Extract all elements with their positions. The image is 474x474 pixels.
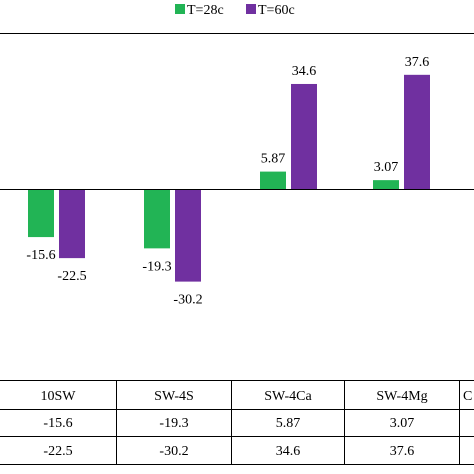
legend-label-t60: T=60c [258, 3, 295, 18]
data-label-s2-sw-4s: -30.2 [173, 293, 202, 308]
table-cell-s1-sw-4mg: 3.07 [390, 416, 415, 431]
bar-s1-sw-4mg [373, 180, 399, 190]
legend: T=28c T=60c [175, 3, 295, 18]
table-cell-s1-sw-4s: -19.3 [159, 416, 188, 431]
bars-group [28, 74, 430, 282]
table-header-truncated: C [463, 389, 472, 404]
bar-s2-sw-4ca [291, 83, 317, 190]
bar-s1-sw-4s [144, 189, 170, 249]
data-labels-group: -15.6 -19.3 5.87 3.07 -22.5 -30.2 34.6 37.6 [26, 55, 429, 308]
data-label-s1-sw-4s: -19.3 [142, 259, 171, 274]
data-label-s2-sw-4mg: 37.6 [405, 55, 430, 70]
legend-label-t28: T=28c [187, 3, 224, 18]
data-label-s1-10sw: -15.6 [26, 248, 55, 263]
table-cell-s2-10sw: -22.5 [43, 444, 72, 459]
legend-swatch-t60 [246, 4, 256, 14]
table-cells: 10SW SW-4S SW-4Ca SW-4Mg C -15.6 -19.3 5.87 3.07… [41, 389, 473, 459]
table-cell-s1-10sw: -15.6 [43, 416, 72, 431]
data-label-s2-10sw: -22.5 [57, 269, 86, 284]
table-header-sw-4s: SW-4S [154, 389, 194, 404]
data-table: 10SW SW-4S SW-4Ca SW-4Mg C -15.6 -19.3 5.87 3.07… [0, 380, 474, 465]
bar-s2-sw-4s [175, 189, 201, 282]
bar-s1-sw-4ca [260, 171, 286, 190]
legend-swatch-t28 [175, 4, 185, 14]
table-cell-s1-sw-4ca: 5.87 [276, 416, 301, 431]
data-label-s2-sw-4ca: 34.6 [292, 64, 317, 79]
table-header-sw-4mg: SW-4Mg [376, 389, 427, 404]
table-header-10sw: 10SW [41, 389, 77, 404]
table-cell-s2-sw-4mg: 37.6 [390, 444, 415, 459]
bar-s1-10sw [28, 189, 54, 238]
bar-s2-sw-4mg [404, 74, 430, 190]
bar-s2-10sw [59, 189, 85, 259]
data-label-s1-sw-4mg: 3.07 [374, 160, 399, 175]
table-cell-s2-sw-4ca: 34.6 [276, 444, 301, 459]
table-header-sw-4ca: SW-4Ca [264, 389, 312, 404]
table-cell-s2-sw-4s: -30.2 [159, 444, 188, 459]
data-label-s1-sw-4ca: 5.87 [261, 152, 286, 167]
